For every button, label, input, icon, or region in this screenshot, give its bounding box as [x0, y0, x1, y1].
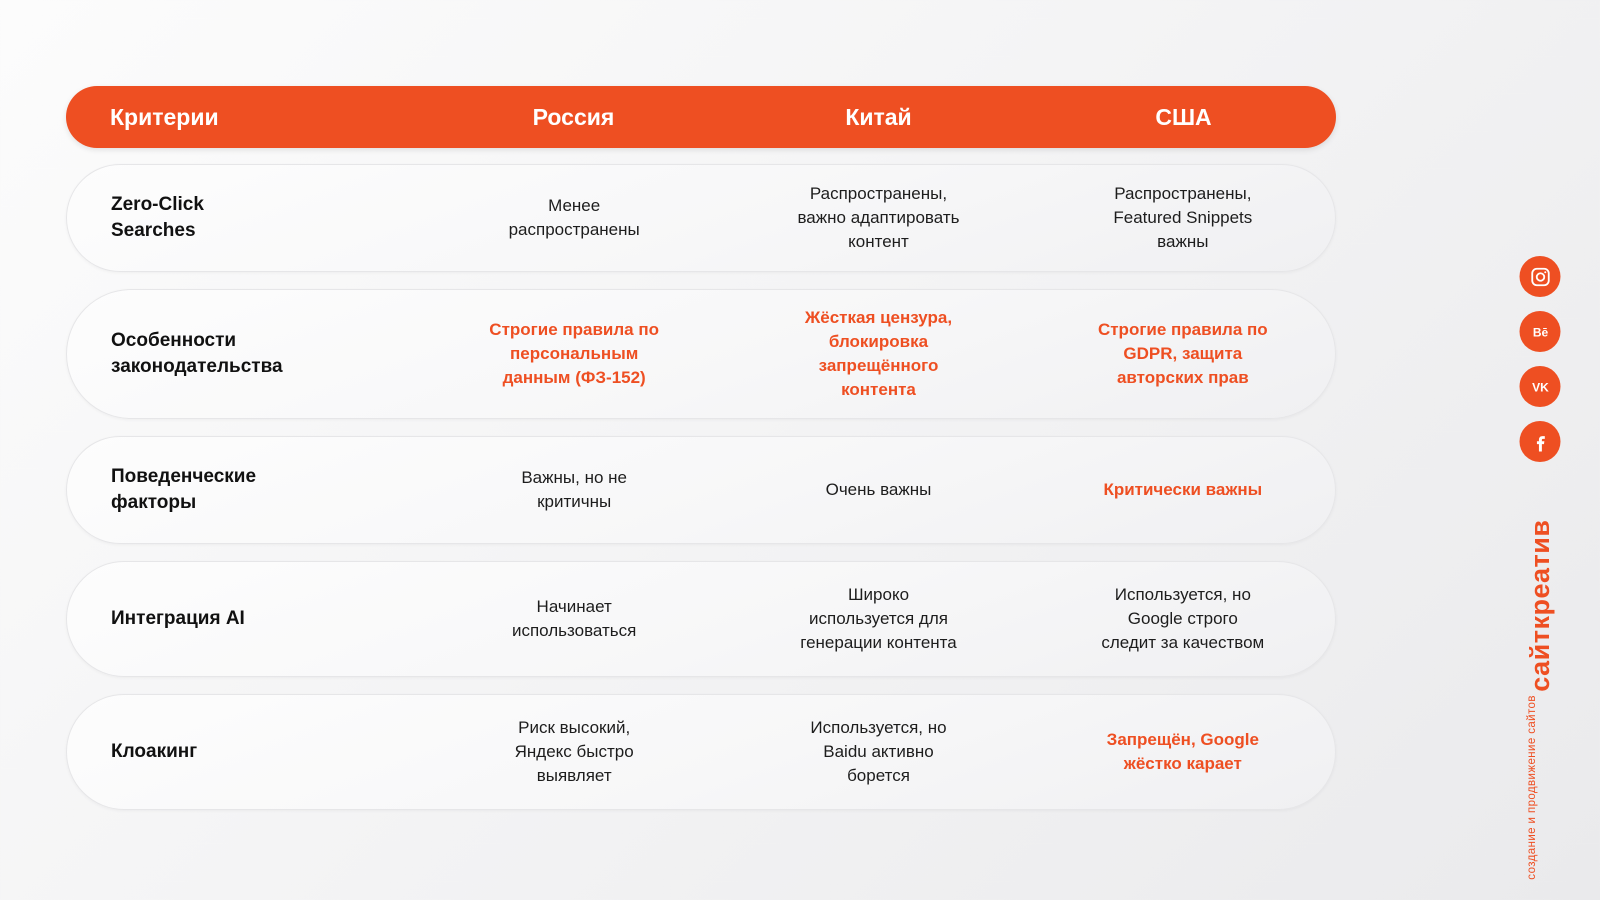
table-row: Особенности законодательства Строгие пра…	[66, 289, 1336, 419]
cell-usa: Используется, но Google строго следит за…	[1101, 584, 1265, 653]
cell-china: Очень важны	[825, 479, 932, 499]
comparison-table: Критерии Россия Китай США Zero-Click Sea…	[66, 86, 1336, 827]
cell-china: Широко используется для генерации контен…	[800, 584, 957, 653]
brand-wordmark: сайткреатив создание и продвижение сайто…	[1524, 520, 1555, 881]
cell-russia: Менее распространены	[508, 195, 640, 239]
table-row: Интеграция AI Начинает использоваться Ши…	[66, 561, 1336, 677]
cell-usa: Запрещён, Google жёстко карает	[1106, 729, 1259, 773]
row-criteria-label: Поведенческие факторы	[111, 466, 257, 513]
svg-text:Bē: Bē	[1532, 325, 1548, 339]
facebook-icon	[1529, 431, 1551, 453]
row-criteria-label: Особенности законодательства	[111, 330, 283, 377]
table-row: Zero-Click Searches Менее распространены…	[66, 164, 1336, 272]
vk-icon: VK	[1528, 375, 1552, 399]
behance-icon: Bē	[1528, 320, 1552, 344]
row-criteria-label: Клоакинг	[111, 741, 198, 763]
cell-usa: Распространены, Featured Snippets важны	[1113, 183, 1253, 252]
social-link-instagram[interactable]	[1519, 256, 1561, 297]
column-header-criteria: Критерии	[110, 103, 219, 130]
social-links: Bē VK	[1519, 256, 1561, 462]
social-link-behance[interactable]: Bē	[1519, 311, 1561, 352]
cell-china: Жёсткая цензура, блокировка запрещённого…	[804, 307, 953, 400]
column-header-russia: Россия	[532, 103, 615, 130]
brand-tagline: создание и продвижение сайтов	[1525, 695, 1538, 880]
table-header-row: Критерии Россия Китай США	[66, 86, 1336, 148]
column-header-usa: США	[1155, 103, 1212, 130]
cell-usa: Строгие правила по GDPR, защита авторски…	[1097, 319, 1268, 388]
cell-russia: Важны, но не критичны	[521, 467, 627, 511]
cell-russia: Риск высокий, Яндекс быстро выявляет	[514, 717, 634, 786]
table-row: Поведенческие факторы Важны, но не крити…	[66, 436, 1336, 544]
svg-text:VK: VK	[1532, 380, 1549, 394]
brand-logo[interactable]: сайткреатив создание и продвижение сайто…	[1513, 520, 1567, 900]
social-link-vk[interactable]: VK	[1519, 366, 1561, 407]
cell-china: Используется, но Baidu активно борется	[810, 717, 947, 786]
cell-russia: Начинает использоваться	[511, 596, 637, 640]
instagram-icon	[1529, 266, 1551, 288]
right-rail: Bē VK сайткреатив создание и продвижение…	[1480, 0, 1600, 900]
cell-china: Распространены, важно адаптировать конте…	[797, 183, 960, 252]
table-row: Клоакинг Риск высокий, Яндекс быстро выя…	[66, 694, 1336, 810]
cell-usa: Критически важны	[1103, 479, 1263, 499]
social-link-facebook[interactable]	[1519, 421, 1561, 462]
brand-name: сайткреатив	[1524, 520, 1555, 693]
column-header-china: Китай	[845, 103, 912, 130]
row-criteria-label: Zero-Click Searches	[111, 194, 204, 241]
cell-russia: Строгие правила по персональным данным (…	[489, 319, 660, 388]
row-criteria-label: Интеграция AI	[111, 608, 245, 630]
